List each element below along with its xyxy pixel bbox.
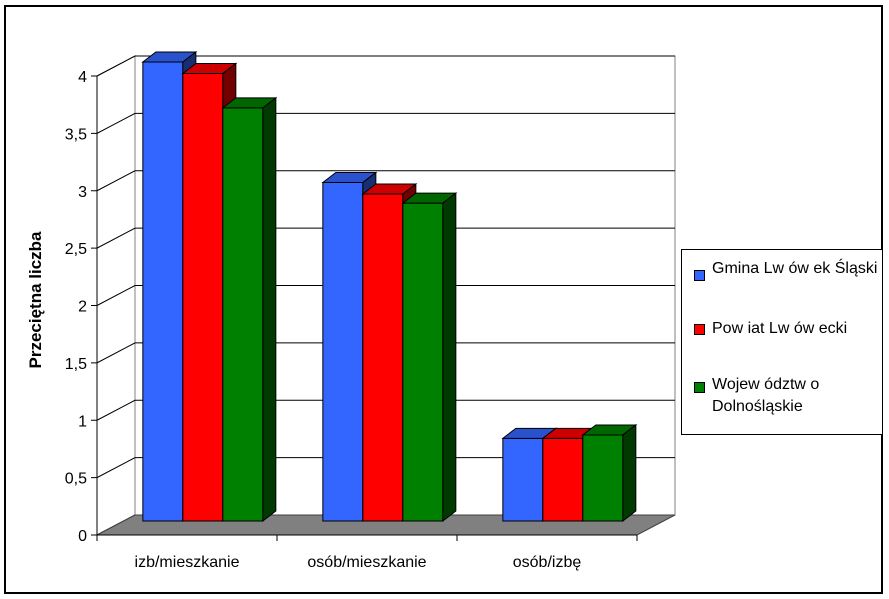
bar-front	[582, 434, 624, 522]
x-tick-label: izb/mieszkanie	[135, 554, 240, 571]
bar-front	[182, 72, 224, 522]
y-tick-label: 3,5	[65, 126, 87, 143]
gridline	[96, 227, 675, 249]
bar-front	[222, 107, 264, 522]
legend-label-1: Gmina Lw ów ek Śląski	[712, 260, 878, 277]
gridlines	[96, 55, 675, 536]
bar	[581, 423, 638, 523]
gridline	[96, 112, 675, 134]
x-tick-label: osób/mieszkanie	[307, 554, 426, 571]
bar-side	[442, 192, 457, 523]
gridline	[96, 342, 675, 364]
legend: Gmina Lw ów ek Śląski Pow iat Lw ów ecki…	[681, 249, 883, 435]
legend-label-2: Pow iat Lw ów ecki	[712, 320, 848, 337]
y-tick-label: 2	[78, 299, 87, 316]
bar-front	[542, 437, 584, 522]
bar-front	[362, 193, 404, 522]
gridline	[96, 55, 675, 77]
bar-front	[502, 437, 544, 522]
y-tick-label: 0	[78, 528, 87, 545]
bars	[141, 50, 638, 523]
y-tick-label: 1,5	[65, 356, 87, 373]
legend-swatch-2	[694, 324, 705, 335]
legend-label-3: Wojew ództw o Dolnośląskie	[712, 376, 820, 415]
x-tick-label: osób/izbę	[513, 554, 582, 571]
legend-swatch-1	[694, 270, 705, 281]
x-axis: izb/mieszkanie osób/mieszkanie osób/izbę	[96, 534, 638, 571]
y-tick-label: 2,5	[65, 241, 87, 258]
bar-front	[322, 181, 364, 522]
y-axis-label: Przeciętna liczba	[26, 231, 45, 369]
bar	[401, 192, 458, 523]
gridline	[96, 285, 675, 306]
y-tick-label: 1	[78, 413, 87, 430]
bar-side	[622, 423, 637, 523]
gridline	[96, 399, 675, 421]
bar-front	[402, 202, 444, 522]
gridline	[96, 457, 675, 479]
bar	[221, 96, 278, 523]
y-tick-label: 3	[78, 184, 87, 201]
bar-front	[142, 61, 184, 522]
gridline	[96, 170, 675, 192]
legend-swatch-3	[694, 382, 705, 393]
bar-side	[262, 96, 277, 523]
y-tick-label: 0,5	[65, 471, 87, 488]
y-axis: 0 0,5 1 1,5 2 2,5 3 3,5 4	[65, 69, 98, 545]
y-tick-label: 4	[78, 69, 87, 86]
